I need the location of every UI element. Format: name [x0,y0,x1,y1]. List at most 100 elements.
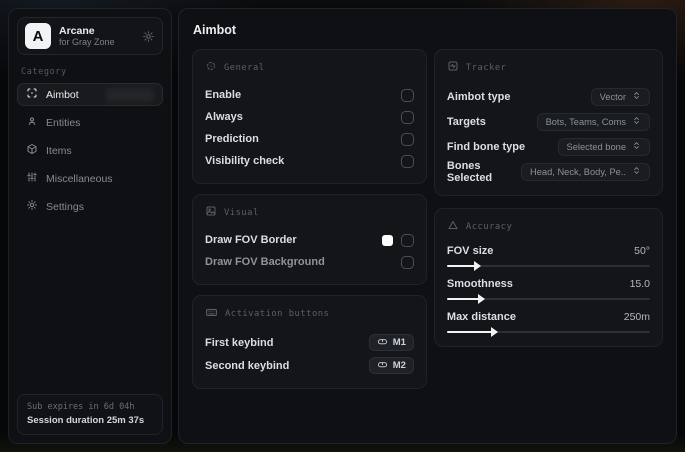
setting-row-visibility-check: Visibility check [205,150,414,172]
slider-fov-size: FOV size 50° [446,243,650,271]
sidebar-item-settings[interactable]: Settings [17,195,163,218]
setting-row-second-keybind: Second keybind M2 [205,354,414,377]
crosshair-dashed-icon [205,60,217,75]
sidebar-item-label: Aimbot [46,88,79,101]
slider-value: 250m [623,311,650,323]
sidebar-item-label: Settings [46,200,84,213]
max-distance-slider[interactable] [446,327,650,337]
slider-thumb[interactable] [490,327,498,337]
setting-row-find-bone-type: Find bone type Selected bone [447,134,650,159]
draw-fov-background-checkbox[interactable] [400,255,414,269]
activation-buttons-card: Activation buttons First keybind M1 Seco… [192,295,427,389]
setting-label: Max distance [446,311,516,323]
person-scan-icon [26,115,38,130]
setting-label: Draw FOV Background [205,256,325,268]
gear-icon[interactable] [142,30,155,43]
always-checkbox[interactable] [400,110,414,124]
fov-size-slider[interactable] [446,261,650,271]
draw-fov-border-checkbox[interactable] [400,233,414,247]
keyboard-icon [205,306,218,322]
activity-square-icon [447,60,459,75]
setting-label: Bones Selected [446,159,493,184]
sidebar-item-entities[interactable]: Entities [17,111,163,134]
slider-value: 15.0 [629,278,650,290]
triangle-icon [447,219,459,234]
setting-row-first-keybind: First keybind M1 [205,331,414,354]
setting-label: Enable [205,89,242,101]
cube-icon [26,143,38,158]
main-panel: Aimbot General Enable Always [178,8,677,444]
color-swatch[interactable] [381,234,393,246]
tracker-card: Tracker Aimbot type Vector Targets Bots,… [433,49,663,196]
sliders-icon [26,171,38,186]
setting-row-draw-fov-background: Draw FOV Background [205,251,414,273]
section-title: Activation buttons [225,309,330,319]
setting-label: Targets [446,115,486,128]
subscription-card: Sub expires in 6d 04h Session duration 2… [17,394,163,435]
sidebar-item-miscellaneous[interactable]: Miscellaneous [17,167,163,190]
prediction-checkbox[interactable] [400,132,414,146]
setting-row-prediction: Prediction [205,128,414,150]
chevrons-up-down-icon [632,116,641,127]
crosshair-icon [26,87,38,102]
select-value: Selected bone [566,141,626,152]
sidebar-item-aimbot[interactable]: Aimbot [17,83,163,106]
slider-thumb[interactable] [478,294,486,304]
sidebar-item-items[interactable]: Items [17,139,163,162]
app-name: Arcane [59,24,95,37]
sidebar: A Arcane for Gray Zone Category Aimbot E… [8,8,172,444]
sidebar-item-label: Entities [46,116,81,129]
find-bone-type-select[interactable]: Selected bone [557,137,650,156]
setting-row-aimbot-type: Aimbot type Vector [447,84,650,109]
app-header-card: A Arcane for Gray Zone [17,17,163,55]
setting-label: Visibility check [205,155,285,167]
slider-value: 50° [634,245,650,257]
smoothness-slider[interactable] [446,294,650,304]
setting-row-enable: Enable [205,84,414,106]
setting-label: Smoothness [446,278,513,290]
visibility-check-checkbox[interactable] [400,154,414,168]
setting-label: Aimbot type [446,90,511,103]
slider-thumb[interactable] [474,261,482,271]
settings-gear-icon [26,199,38,214]
section-title: Visual [224,207,259,218]
setting-label: Prediction [205,133,259,145]
chevrons-up-down-icon [632,166,641,177]
sidebar-item-label: Miscellaneous [46,172,113,185]
image-icon [205,205,217,220]
sidebar-item-label: Items [46,144,72,157]
keybind-value: M1 [392,337,406,348]
app-titles: Arcane for Gray Zone [59,25,134,47]
first-keybind-button[interactable]: M1 [368,334,414,351]
setting-row-bones-selected: Bones Selected Head, Neck, Body, Pe.. [447,159,650,184]
setting-row-targets: Targets Bots, Teams, Coms [447,109,650,134]
setting-label: Second keybind [205,359,290,372]
setting-label: Draw FOV Border [205,234,297,246]
app-logo: A [25,23,51,49]
category-label: Category [21,67,67,77]
section-title: Accuracy [465,221,513,232]
keybind-value: M2 [392,360,406,371]
session-duration-text: Session duration 25m 37s [27,414,145,426]
enable-checkbox[interactable] [400,88,414,102]
setting-label: First keybind [205,336,274,349]
setting-row-draw-fov-border: Draw FOV Border [205,229,414,251]
aimbot-type-select[interactable]: Vector [590,87,650,106]
sidebar-nav: Aimbot Entities Items Miscellaneous S [17,83,163,218]
select-value: Vector [599,91,626,102]
setting-label: Find bone type [446,140,526,153]
general-card: General Enable Always Prediction Visibil… [192,49,427,184]
select-value: Head, Neck, Body, Pe.. [530,166,626,177]
app-subtitle: for Gray Zone [59,36,115,47]
chevrons-up-down-icon [632,141,641,152]
chevrons-up-down-icon [632,91,641,102]
second-keybind-button[interactable]: M2 [368,357,414,374]
sub-expires-text: Sub expires in 6d 04h [27,402,135,412]
watermark [106,88,154,102]
targets-select[interactable]: Bots, Teams, Coms [536,112,650,131]
page-title: Aimbot [193,23,237,37]
mouse-icon [377,359,388,373]
setting-label: Always [205,111,243,123]
section-title: Tracker [465,62,507,73]
bones-selected-select[interactable]: Head, Neck, Body, Pe.. [521,162,650,181]
